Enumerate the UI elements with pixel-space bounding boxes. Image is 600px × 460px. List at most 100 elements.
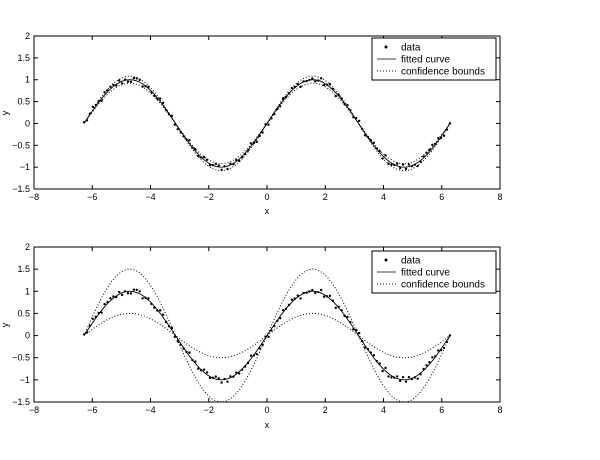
data-point [305, 291, 308, 294]
data-point [334, 306, 337, 310]
data-point [334, 94, 337, 98]
data-point [194, 147, 197, 151]
data-point [340, 97, 343, 100]
data-point [191, 146, 194, 149]
data-point [97, 99, 100, 103]
x-tick-label: 2 [323, 405, 328, 415]
data-point [357, 119, 361, 123]
data-point [123, 78, 127, 81]
data-point [398, 379, 402, 382]
data-point [199, 156, 203, 159]
data-point [226, 380, 229, 383]
data-point [197, 367, 200, 370]
data-point [211, 376, 215, 379]
data-point [434, 355, 437, 358]
data-point [355, 328, 358, 332]
data-point [118, 79, 121, 82]
y-tick-label: 1 [25, 75, 30, 85]
y-tick-label: 1.5 [17, 264, 30, 274]
x-tick-label: −8 [29, 192, 39, 202]
data-point [135, 77, 138, 80]
data-point [442, 134, 446, 137]
data-point [182, 347, 185, 350]
data-point [425, 151, 428, 154]
data-point [88, 112, 92, 115]
subplot-bottom: −8 −6 −4 −2 0 2 4 6 8 −1.5 −1 −0.5 0 0.5 1 1.5 2 x y da… [0, 242, 503, 430]
data-point [349, 108, 352, 112]
data-point [144, 296, 147, 300]
data-point [416, 164, 419, 168]
data-point [217, 377, 220, 380]
data-point [401, 376, 405, 379]
data-point [252, 354, 256, 357]
data-point [211, 163, 215, 167]
x-axis-label: x [265, 206, 270, 216]
data-point [164, 320, 168, 324]
data-point [422, 367, 425, 371]
legend-marker-data [384, 258, 388, 262]
data-point [249, 354, 253, 357]
data-point [173, 123, 177, 126]
data-point [194, 360, 197, 363]
data-point [141, 297, 144, 300]
tick-marks [33, 246, 501, 403]
data-point [123, 290, 127, 293]
data-point [188, 139, 191, 142]
data-point [419, 373, 422, 376]
data-point [120, 293, 124, 297]
data-point [223, 165, 226, 168]
data-point [366, 348, 370, 351]
data-point [434, 142, 437, 146]
data-point [390, 163, 393, 166]
data-point [413, 376, 416, 379]
data-point [328, 294, 332, 298]
data-point [202, 155, 206, 159]
data-point [311, 77, 314, 80]
data-point [401, 163, 405, 166]
data-point [229, 162, 232, 165]
data-point [390, 376, 393, 379]
data-point [267, 335, 270, 339]
data-point [431, 143, 434, 147]
data-point [302, 291, 305, 295]
legend-item-confidence-bounds: confidence bounds [377, 67, 485, 78]
data-point [179, 131, 182, 134]
data-series [82, 76, 452, 172]
data-point [322, 295, 326, 298]
data-point [264, 123, 267, 126]
data-point [346, 103, 349, 107]
data-point [217, 164, 220, 167]
data-point [360, 339, 364, 343]
data-point [273, 112, 276, 116]
data-point [238, 159, 241, 163]
data-point [147, 85, 150, 89]
data-point [223, 377, 226, 381]
legend-item-fitted-curve: fitted curve [377, 268, 450, 279]
x-tick-label: −6 [87, 405, 97, 415]
data-point [240, 156, 244, 159]
data-point [325, 83, 329, 86]
legend-label-confidence-bounds: confidence bounds [401, 280, 485, 291]
data-point [144, 85, 147, 88]
confidence-bound-lower-line [83, 82, 451, 165]
data-point [176, 127, 179, 131]
data-point [261, 131, 264, 134]
data-point [404, 167, 408, 171]
x-tick-label: 8 [497, 192, 502, 202]
data-point [331, 299, 335, 302]
x-tick-labels: −8 −6 −4 −2 0 2 4 6 8 [29, 192, 503, 202]
x-tick-label: 0 [264, 192, 269, 202]
data-point [197, 154, 200, 158]
data-point [103, 302, 106, 306]
data-point [337, 305, 340, 308]
data-point [314, 80, 317, 83]
data-point [337, 93, 340, 97]
x-tick-label: −4 [145, 192, 155, 202]
data-point [255, 353, 258, 356]
y-tick-label: 1.5 [17, 53, 30, 63]
data-point [349, 320, 352, 324]
data-point [88, 324, 92, 327]
data-point [384, 154, 387, 157]
legend-label-confidence-bounds: confidence bounds [401, 67, 485, 78]
data-point [308, 290, 311, 293]
